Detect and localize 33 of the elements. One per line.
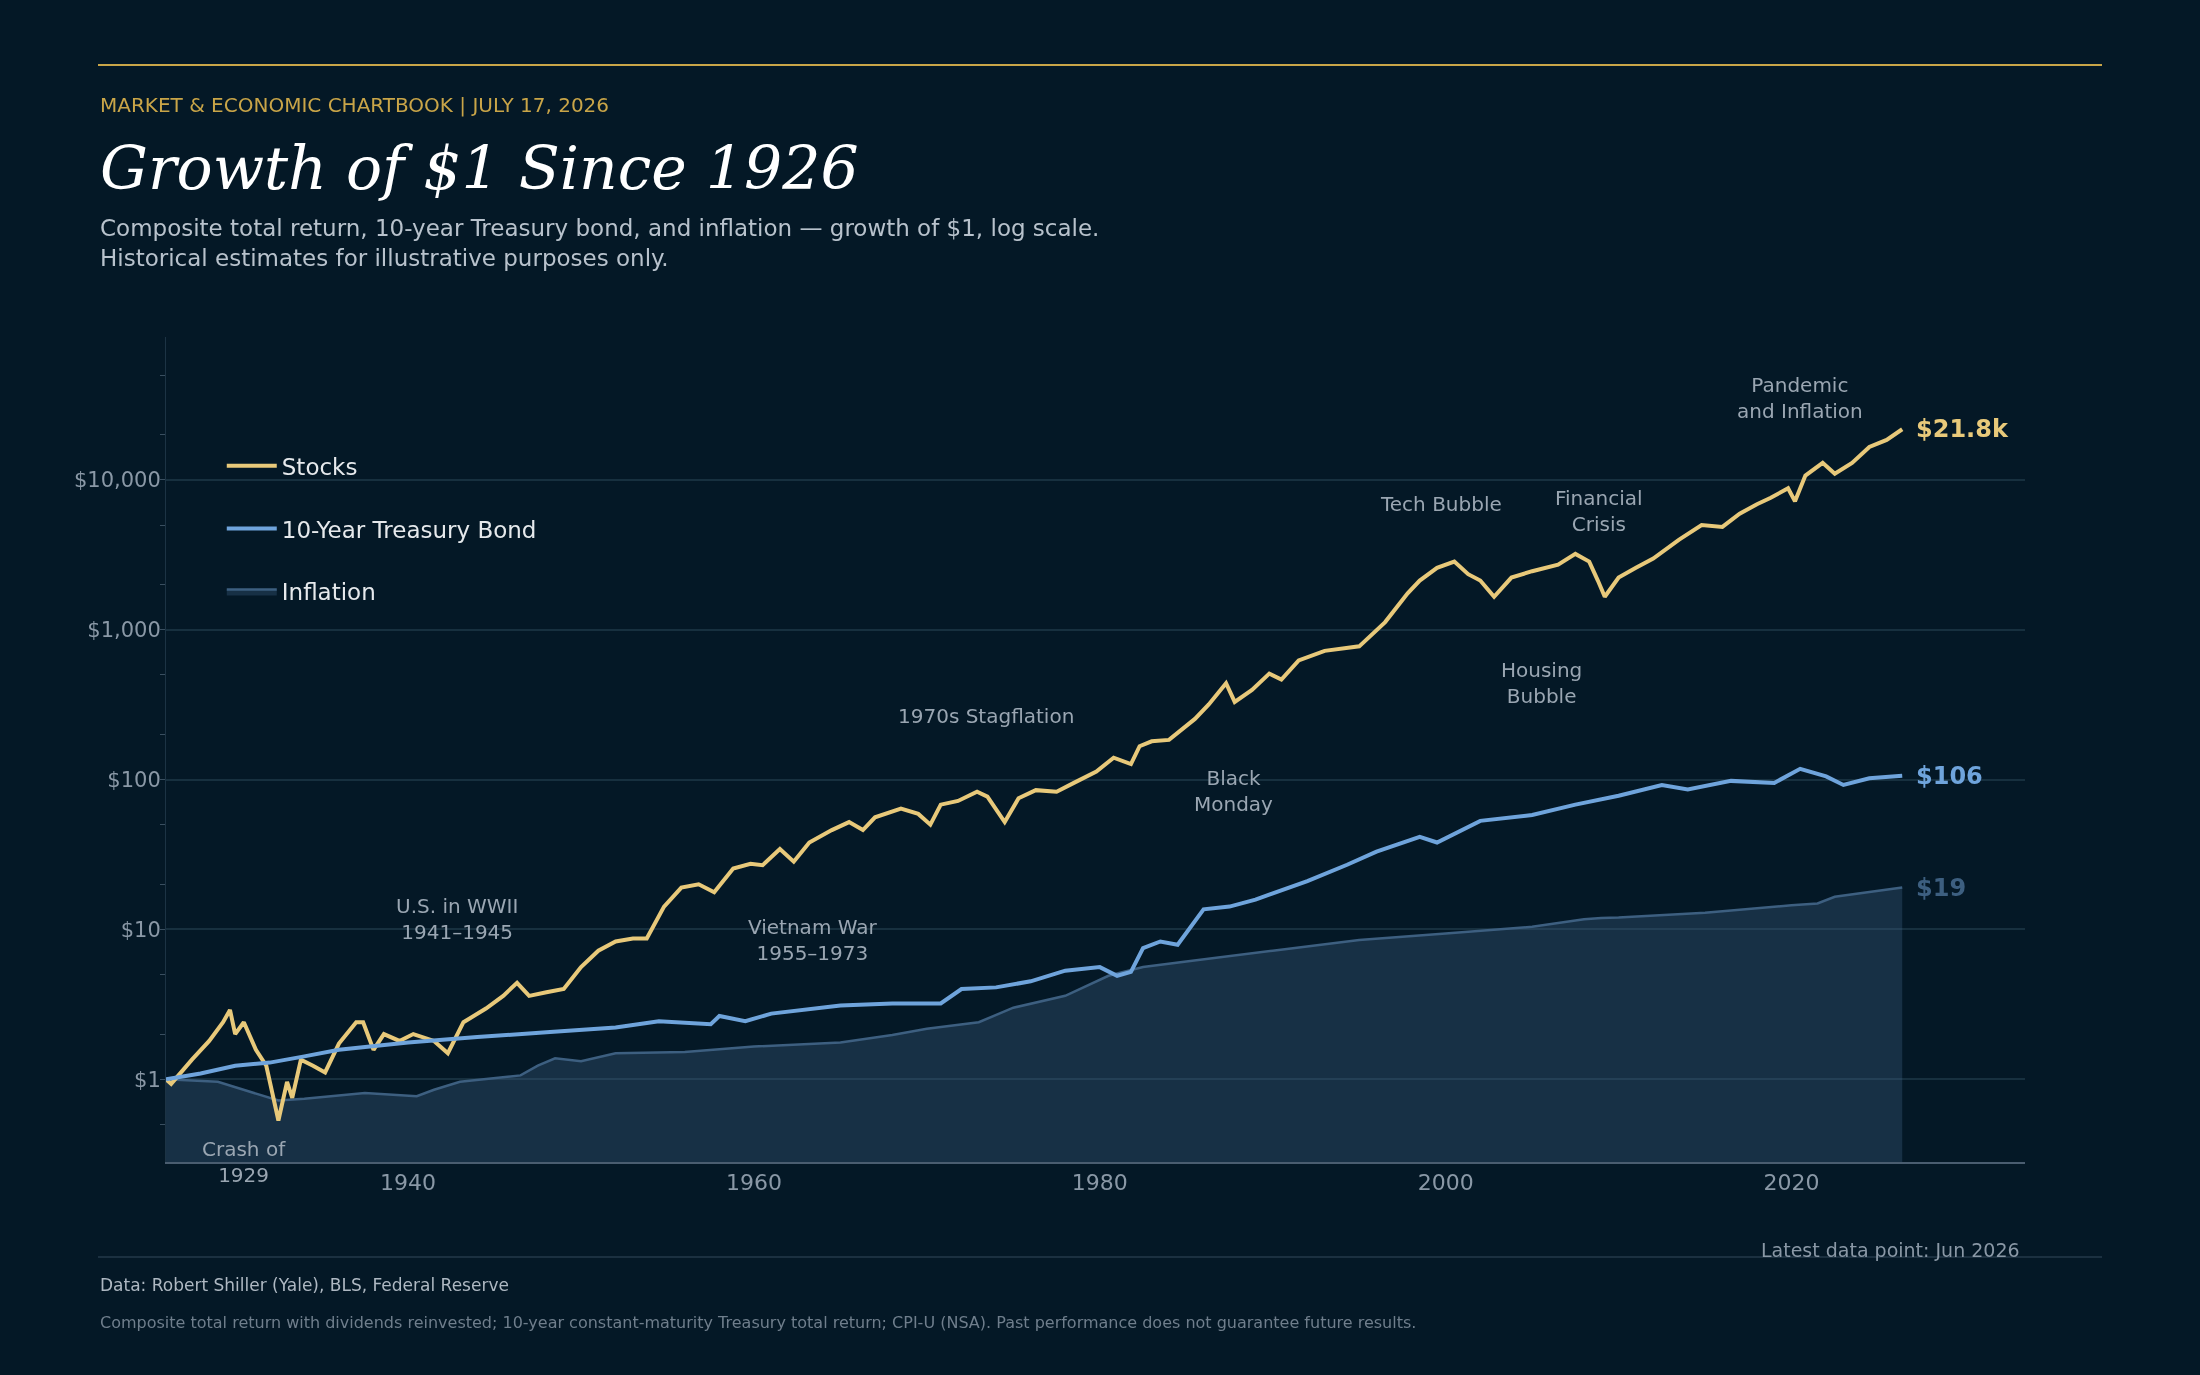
annotation: Tech Bubble: [1380, 492, 1502, 516]
annotation: U.S. in WWII 1941–1945: [396, 894, 519, 944]
data-label: $106: [1916, 762, 1983, 790]
chart-subtitle: Composite total return, 10-year Treasury bond, and inflation — growth of $1, log scale. Historical estimates for illustrative purposes only.: [100, 215, 1100, 271]
legend-label: 10-Year Treasury Bond: [281, 516, 537, 543]
chart-title: Growth of $1 Since 1926: [100, 133, 859, 203]
legend-label: Stocks: [281, 453, 358, 480]
x-tick-label: 1940: [380, 1170, 437, 1196]
annotation: Crash of 1929: [202, 1137, 287, 1187]
y-tick-label: $10,000: [73, 468, 161, 493]
annotation: Financial Crisis: [1555, 486, 1643, 536]
annotation: Housing Bubble: [1501, 658, 1583, 708]
x-tick-label: 1960: [725, 1170, 782, 1196]
text: Latest data point: Jun 2026: [1761, 1239, 2020, 1261]
annotation: Vietnam War 1955–1973: [748, 915, 878, 965]
line-series: [166, 766, 1905, 1082]
text: MARKET & ECONOMIC CHARTBOOK | JULY 17, 2026: [100, 93, 610, 117]
y-tick-label: $10: [120, 917, 161, 942]
text: Composite total return with dividends reinvested; 10-year constant-maturity Treasury total return; CPI-U (NSA). Past performance does not guarantee future results.: [100, 1313, 1417, 1332]
x-tick-label: 2000: [1417, 1170, 1474, 1196]
data-label: $19: [1916, 874, 1967, 902]
y-tick-label: $1,000: [87, 618, 161, 643]
x-tick-label: 1980: [1071, 1170, 1128, 1196]
legend-label: Inflation: [281, 579, 376, 606]
data-label: $21.8k: [1916, 415, 2009, 443]
annotation: Pandemic and Inflation: [1737, 373, 1863, 423]
annotation: 1970s Stagflation: [898, 704, 1075, 728]
line-series: [166, 427, 1905, 1123]
y-tick-label: $1: [134, 1067, 161, 1092]
text: Data: Robert Shiller (Yale), BLS, Federal Reserve: [100, 1275, 509, 1295]
annotation: Black Monday: [1194, 766, 1274, 816]
x-tick-label: 2020: [1763, 1170, 1820, 1196]
y-tick-label: $100: [107, 767, 161, 792]
